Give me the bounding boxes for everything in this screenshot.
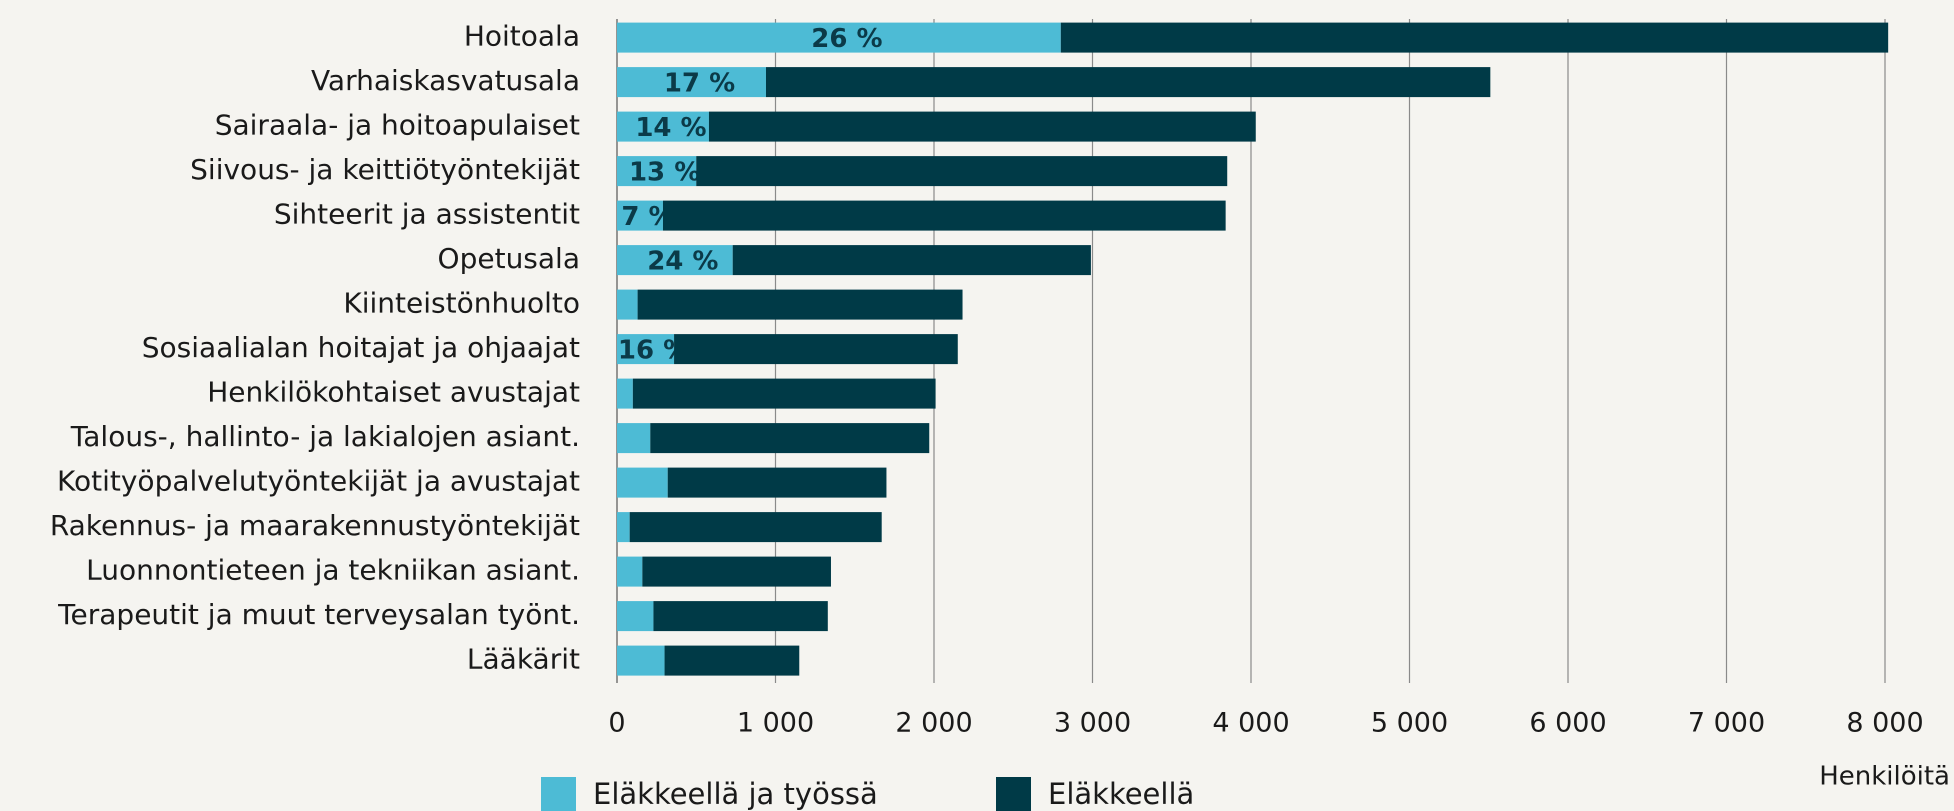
bar-annotation: 14 % [635, 113, 706, 143]
bar-segment [617, 467, 668, 498]
y-tick-label: Sihteerit ja assistentit [274, 198, 580, 231]
y-tick-label: Kiinteistönhuolto [343, 287, 580, 320]
y-tick-label: Varhaiskasvatusala [311, 64, 580, 97]
bar-segment [617, 512, 630, 543]
bar-annotation: 13 % [629, 158, 700, 188]
bar-segment [667, 467, 887, 498]
bar-segment [617, 378, 633, 409]
y-tick-label: Luonnontieteen ja tekniikan asiant. [86, 554, 580, 587]
x-tick-label: 8 000 [1846, 708, 1923, 739]
bar-segment [617, 22, 1061, 53]
bar-segment [708, 111, 1256, 142]
x-tick-label: 0 [608, 708, 625, 739]
bar-annotation: 17 % [664, 69, 735, 99]
bar-segment [674, 334, 958, 365]
y-tick-label: Lääkärit [467, 643, 580, 676]
bar-segment [664, 645, 800, 676]
bar-segment [653, 601, 828, 632]
x-tick-label: 1 000 [737, 708, 814, 739]
y-tick-label: Siivous- ja keittiötyöntekijät [190, 153, 580, 186]
x-tick-label: 3 000 [1054, 708, 1131, 739]
y-tick-label: Rakennus- ja maarakennustyöntekijät [50, 509, 580, 542]
legend-label: Eläkkeellä ja työssä [593, 777, 878, 811]
y-tick-label: Sosiaalialan hoitajat ja ohjaajat [142, 331, 580, 364]
bar-segment [617, 556, 643, 587]
y-tick-label: Opetusala [438, 242, 580, 275]
bar-segment [732, 245, 1091, 276]
legend-label: Eläkkeellä [1048, 777, 1194, 811]
bar-segment [617, 245, 733, 276]
y-tick-label: Sairaala- ja hoitoapulaiset [215, 109, 580, 142]
x-axis-label: Henkilöitä [1819, 762, 1950, 792]
bar-segment [617, 423, 651, 454]
bar-segment [617, 200, 663, 231]
bar-segment [637, 289, 963, 320]
bar-segment [765, 67, 1491, 98]
bar-segment [617, 334, 675, 365]
bar-segment [650, 423, 930, 454]
bar-segment [617, 645, 665, 676]
bar-segment [662, 200, 1226, 231]
bar-annotation: 24 % [647, 247, 718, 277]
bar-segment [617, 289, 638, 320]
bar-segment [629, 512, 882, 543]
y-tick-label: Kotityöpalvelutyöntekijät ja avustajat [57, 465, 580, 498]
x-tick-label: 5 000 [1371, 708, 1448, 739]
y-tick-label: Terapeutit ja muut terveysalan työnt. [57, 598, 580, 631]
bar-segment [1060, 22, 1889, 53]
bar-segment [617, 111, 709, 142]
x-tick-label: 7 000 [1688, 708, 1765, 739]
bar-segment [696, 156, 1228, 187]
bar-segment [617, 67, 766, 98]
bar-annotation: 26 % [811, 24, 882, 54]
bar-segment [642, 556, 831, 587]
x-tick-label: 2 000 [895, 708, 972, 739]
y-tick-label: Henkilökohtaiset avustajat [207, 376, 580, 409]
y-tick-label: Talous-, hallinto- ja lakialojen asiant. [70, 420, 580, 453]
x-tick-label: 4 000 [1212, 708, 1289, 739]
legend-swatch [996, 777, 1031, 811]
bar-segment [632, 378, 936, 409]
bar-segment [617, 601, 654, 632]
x-tick-label: 6 000 [1529, 708, 1606, 739]
legend-swatch [541, 777, 576, 811]
y-tick-label: Hoitoala [464, 20, 580, 53]
bar-segment [617, 156, 697, 187]
